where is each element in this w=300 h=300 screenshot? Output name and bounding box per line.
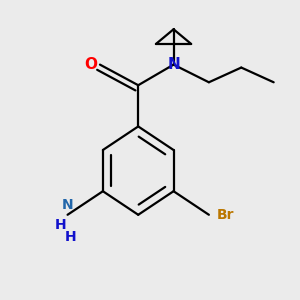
Text: H: H xyxy=(54,218,66,232)
Text: H: H xyxy=(65,230,76,244)
Text: O: O xyxy=(85,57,98,72)
Text: N: N xyxy=(62,198,74,212)
Text: N: N xyxy=(167,57,180,72)
Text: Br: Br xyxy=(216,208,234,222)
